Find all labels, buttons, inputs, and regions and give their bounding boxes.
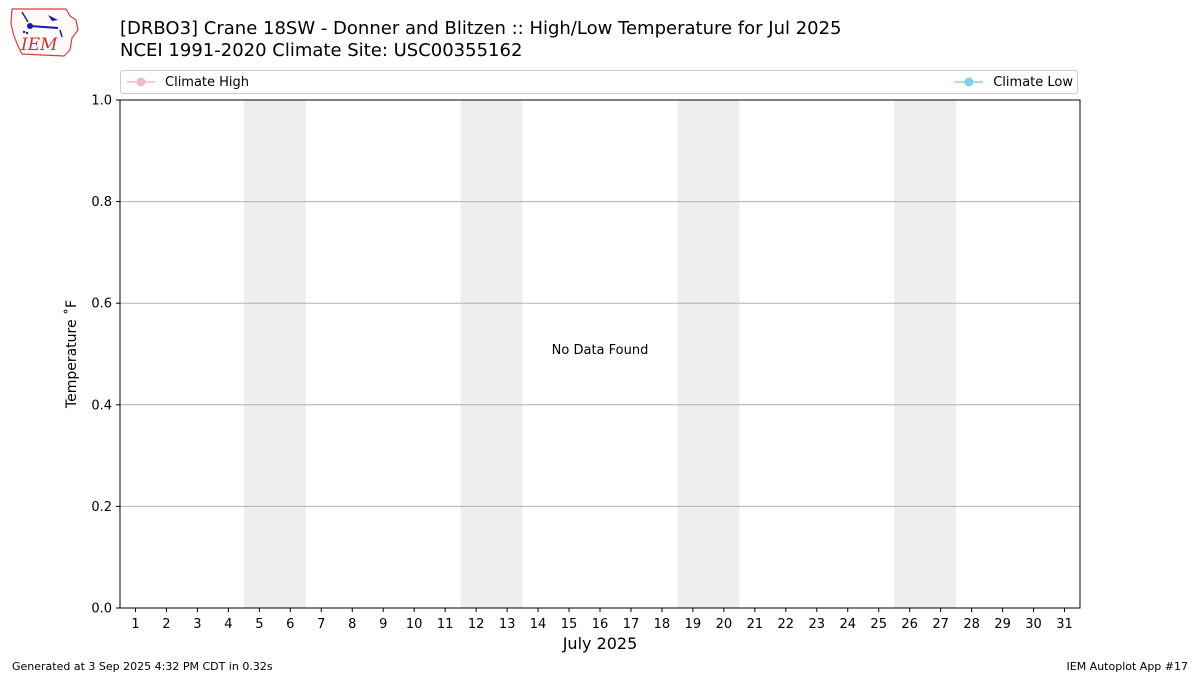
legend-marker-climate-low (955, 77, 984, 87)
x-tick-label: 8 (348, 617, 356, 632)
weekend-shade-3 (677, 100, 740, 608)
y-axis-label: Temperature ˚F (64, 299, 80, 409)
x-tick-label: 22 (778, 617, 795, 632)
x-tick-label: 3 (193, 617, 201, 632)
x-tick-label: 6 (286, 617, 294, 632)
y-tick-label: 0.4 (91, 398, 112, 413)
x-tick-label: 4 (224, 617, 232, 632)
weekend-shade-4 (894, 100, 957, 608)
legend-label-climate-low: Climate Low (993, 74, 1073, 90)
y-tick-label: 0.6 (91, 297, 112, 312)
x-tick-label: 12 (468, 617, 485, 632)
x-tick-label: 27 (932, 617, 949, 632)
y-tick-label: 0.8 (91, 195, 112, 210)
legend-marker-climate-high (127, 77, 155, 87)
x-tick-label: 14 (530, 617, 547, 632)
x-tick-label: 18 (654, 617, 671, 632)
chart-title-line2: NCEI 1991-2020 Climate Site: USC00355162 (120, 40, 523, 61)
legend-item-climate-low: Climate Low (955, 71, 1073, 93)
x-tick-label: 7 (317, 617, 325, 632)
x-tick-label: 1 (131, 617, 139, 632)
legend-label-climate-high: Climate High (165, 74, 250, 90)
x-tick-label: 13 (499, 617, 516, 632)
no-data-annotation: No Data Found (552, 343, 649, 358)
y-tick-label: 0.0 (91, 602, 112, 617)
x-tick-label: 26 (901, 617, 918, 632)
x-tick-label: 2 (162, 617, 170, 632)
x-tick-label: 15 (561, 617, 578, 632)
x-tick-label: 20 (716, 617, 733, 632)
y-tick-label: 0.2 (91, 500, 112, 515)
x-tick-label: 29 (994, 617, 1011, 632)
x-tick-label: 19 (685, 617, 702, 632)
x-tick-label: 30 (1025, 617, 1042, 632)
app-credit: IEM Autoplot App #17 (1066, 660, 1189, 673)
x-tick-label: 11 (437, 617, 454, 632)
x-tick-label: 28 (963, 617, 980, 632)
x-tick-label: 9 (379, 617, 387, 632)
x-tick-label: 16 (592, 617, 609, 632)
x-tick-label: 23 (809, 617, 826, 632)
x-tick-label: 10 (406, 617, 423, 632)
x-axis-label: July 2025 (562, 634, 638, 653)
chart-title: [DRBO3] Crane 18SW - Donner and Blitzen … (120, 18, 842, 62)
legend-item-climate-high: Climate High (127, 71, 249, 93)
legend: Climate High Climate Low (120, 70, 1078, 94)
generated-timestamp: Generated at 3 Sep 2025 4:32 PM CDT in 0… (12, 660, 273, 673)
x-tick-label: 31 (1056, 617, 1073, 632)
svg-text:IEM: IEM (20, 35, 58, 55)
chart-title-line1: [DRBO3] Crane 18SW - Donner and Blitzen … (120, 18, 842, 39)
weekend-shade-1 (243, 100, 306, 608)
iem-logo: IEM (8, 6, 80, 58)
x-tick-label: 5 (255, 617, 263, 632)
x-tick-label: 25 (870, 617, 887, 632)
x-tick-label: 21 (747, 617, 764, 632)
y-tick-label: 1.0 (91, 94, 112, 109)
weekend-shade-2 (460, 100, 523, 608)
x-tick-label: 17 (623, 617, 640, 632)
x-tick-label: 24 (839, 617, 856, 632)
